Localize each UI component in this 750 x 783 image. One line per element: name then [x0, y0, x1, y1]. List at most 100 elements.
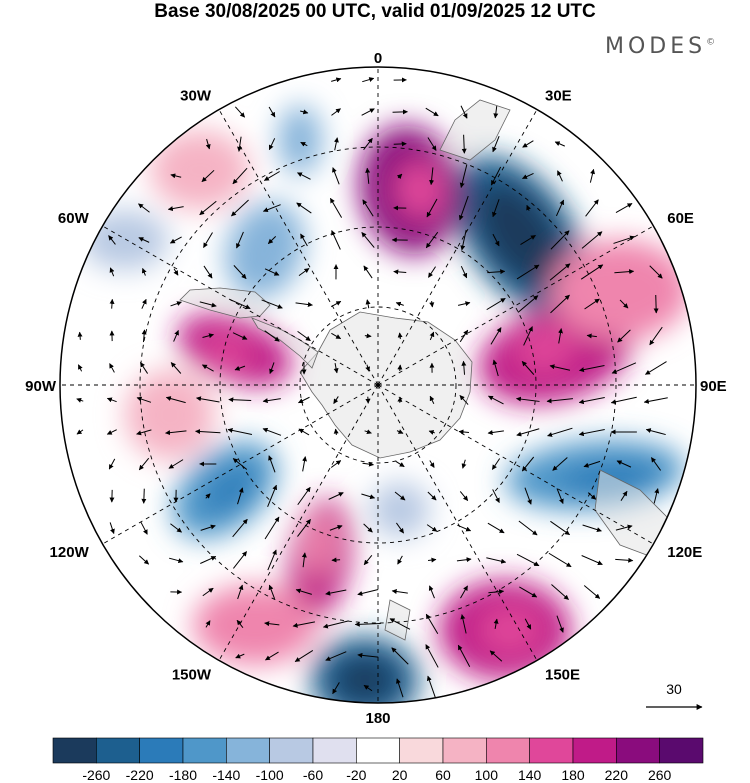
- brand-name: MODES: [605, 34, 707, 59]
- wind-arrow: [329, 197, 343, 218]
- wind-arrow: [643, 397, 668, 404]
- wind-arrow: [653, 488, 660, 504]
- wind-arrow: [195, 429, 221, 435]
- anomaly-blob: [125, 370, 215, 460]
- wind-arrow: [357, 588, 379, 596]
- wind-arrow: [237, 487, 244, 505]
- wind-arrow: [262, 398, 281, 404]
- wind-arrow: [264, 330, 280, 342]
- wind-arrow: [295, 302, 313, 307]
- wind-arrow: [264, 621, 280, 627]
- wind-arrow: [136, 429, 152, 436]
- wind-arrow: [109, 522, 115, 535]
- wind-arrow: [333, 428, 339, 435]
- wind-arrow: [549, 263, 571, 281]
- wind-arrow: [583, 585, 601, 599]
- wind-arrow: [486, 297, 506, 311]
- wind-arrow: [589, 168, 595, 183]
- wind-arrow: [361, 108, 375, 116]
- wind-arrow: [587, 492, 597, 500]
- wind-arrow: [233, 265, 247, 279]
- wind-arrow: [457, 301, 471, 307]
- wind-arrow: [236, 619, 244, 628]
- wind-arrow: [427, 491, 437, 501]
- colorbar-tick-label: -180: [169, 767, 197, 783]
- latitude-circle: [219, 226, 537, 544]
- wind-arrow: [425, 644, 439, 668]
- wind-arrow: [365, 299, 371, 309]
- wind-arrow: [396, 522, 404, 534]
- wind-arrow: [425, 231, 439, 249]
- south-america: [179, 287, 271, 319]
- wind-arrow: [428, 585, 435, 599]
- colorbar-tick-label: 180: [561, 767, 585, 783]
- wind-arrow: [300, 233, 308, 247]
- wind-arrow: [301, 552, 307, 568]
- wind-arrow: [459, 164, 468, 188]
- wind-arrow: [429, 300, 435, 308]
- wind-arrow: [77, 364, 83, 372]
- wind-arrow: [548, 552, 572, 568]
- wind-arrow: [488, 589, 505, 595]
- colorbar-segment: [399, 737, 444, 764]
- wind-arrow: [294, 649, 314, 663]
- wind-arrow: [141, 488, 147, 504]
- wind-arrow: [428, 430, 435, 435]
- wind-arrow: [650, 457, 662, 471]
- meridian-line: [218, 384, 379, 661]
- wind-arrow: [262, 427, 282, 436]
- wind-arrow: [205, 138, 211, 150]
- wind-arrow: [524, 487, 532, 505]
- wind-arrow: [330, 460, 342, 468]
- wind-arrow: [492, 359, 499, 377]
- wind-arrow: [551, 584, 569, 600]
- wind-arrow: [269, 362, 275, 375]
- wind-arrow: [331, 77, 342, 83]
- wind-arrow: [515, 396, 540, 402]
- wind-arrow: [457, 524, 472, 532]
- wind-arrow: [165, 430, 187, 436]
- wind-arrow: [138, 457, 150, 471]
- wind-arrow: [138, 237, 150, 243]
- wind-arrow: [322, 620, 349, 629]
- wind-arrow: [615, 203, 633, 213]
- new-zealand: [384, 599, 411, 641]
- wind-arrow: [429, 167, 435, 186]
- wind-arrow: [615, 524, 633, 531]
- wind-arrow: [522, 140, 534, 148]
- brand-logo: MODES©: [605, 34, 715, 59]
- wind-arrow: [361, 493, 376, 500]
- wind-arrow: [325, 651, 347, 661]
- wind-arrow: [558, 328, 563, 344]
- wind-arrow: [490, 166, 502, 186]
- wind-arrow: [490, 327, 502, 345]
- colorbar-tick-label: -140: [212, 767, 240, 783]
- wind-arrow: [235, 653, 245, 659]
- wind-arrow: [362, 461, 374, 467]
- colorbar-tick-label: 20: [392, 767, 408, 783]
- wind-arrow: [584, 298, 600, 310]
- wind-arrow: [109, 267, 115, 277]
- meridian-line: [377, 225, 654, 386]
- wind-arrow: [428, 266, 436, 278]
- wind-arrow: [364, 333, 372, 339]
- wind-arrow: [109, 298, 115, 309]
- wind-arrow: [232, 332, 248, 340]
- wind-arrow: [620, 490, 628, 501]
- wind-arrow: [489, 650, 503, 662]
- colorbar-segment: [182, 737, 227, 764]
- wind-arrow: [557, 170, 563, 182]
- wind-arrow: [200, 556, 217, 564]
- wind-arrow: [365, 364, 371, 372]
- wind-arrow: [325, 589, 347, 596]
- wind-arrow: [427, 137, 437, 151]
- wind-arrow: [460, 585, 468, 599]
- wind-arrow: [391, 589, 408, 594]
- wind-arrow: [203, 265, 213, 279]
- lat-lon-grid: [60, 67, 696, 703]
- wind-arrow: [297, 486, 311, 506]
- wind-arrow: [653, 295, 659, 314]
- wind-arrow: [106, 397, 117, 403]
- antarctic-peninsula: [251, 317, 319, 369]
- wind-arrow: [486, 557, 507, 564]
